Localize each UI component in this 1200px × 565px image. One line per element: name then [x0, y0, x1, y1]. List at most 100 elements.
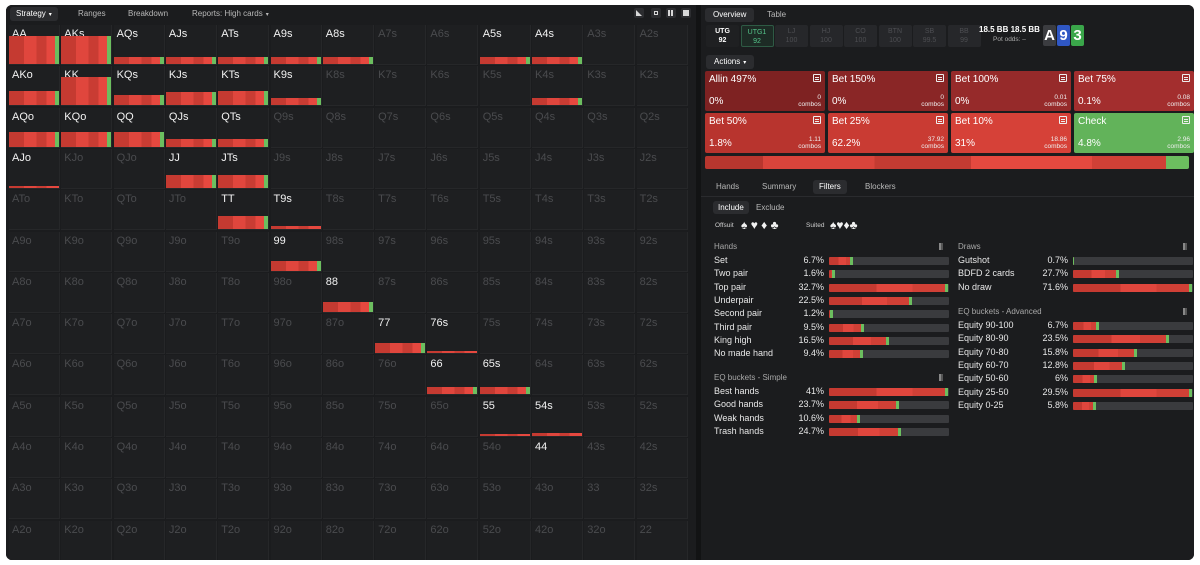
hand-cell[interactable]: Q4o	[113, 438, 165, 478]
filter-row[interactable]: Best hands 41%	[714, 386, 954, 399]
view-diagonal-icon[interactable]	[634, 8, 644, 18]
details-icon[interactable]	[936, 74, 944, 82]
hand-cell[interactable]: A8o	[9, 272, 60, 313]
hand-cell[interactable]: 42o	[532, 520, 583, 560]
filter-row[interactable]: Two pair 1.6%	[714, 268, 954, 281]
hand-cell[interactable]: QQ	[113, 107, 165, 148]
position-lj[interactable]: LJ 100	[775, 25, 808, 47]
hand-cell[interactable]: 82o	[322, 520, 374, 560]
details-icon[interactable]	[1182, 74, 1190, 82]
action-card[interactable]: Allin 497% 0% 0 combos	[705, 71, 825, 111]
hand-cell[interactable]: 88	[322, 272, 374, 313]
hand-cell[interactable]: 92o	[270, 520, 322, 560]
hand-cell[interactable]: K8o	[61, 272, 113, 313]
hand-cell[interactable]: J7s	[375, 148, 427, 189]
hand-cell[interactable]: QJs	[165, 107, 217, 148]
hand-cell[interactable]: K5o	[61, 396, 113, 437]
hand-cell[interactable]: A5s	[479, 25, 531, 65]
hand-cell[interactable]: J3o	[165, 479, 217, 520]
details-icon[interactable]	[1059, 74, 1067, 82]
hand-cell[interactable]: K9s	[270, 66, 322, 107]
hand-cell[interactable]: 97o	[270, 314, 322, 355]
hand-cell[interactable]: J3s	[584, 148, 636, 189]
hand-cell[interactable]: 72s	[636, 314, 688, 355]
filter-row[interactable]: Weak hands 10.6%	[714, 413, 954, 426]
hand-cell[interactable]: 87o	[322, 314, 374, 355]
hand-cell[interactable]: 95s	[479, 231, 531, 272]
tab-summary[interactable]: Summary	[762, 182, 797, 191]
hand-cell[interactable]: J9o	[165, 231, 217, 272]
hand-cell[interactable]: 55	[479, 396, 531, 437]
hand-cell[interactable]: Q9o	[113, 231, 165, 272]
details-icon[interactable]	[813, 74, 821, 82]
hand-cell[interactable]: 44	[532, 438, 583, 478]
hand-cell[interactable]: QJo	[113, 148, 165, 189]
hand-cell[interactable]: 62o	[427, 520, 479, 560]
hand-cell[interactable]: 54o	[479, 438, 531, 478]
hand-cell[interactable]: K7o	[61, 314, 113, 355]
hand-cell[interactable]: A9s	[270, 25, 322, 65]
hand-cell[interactable]: 96o	[270, 355, 322, 396]
hand-cell[interactable]: A6o	[9, 355, 60, 396]
filter-row[interactable]: King high 16.5%	[714, 335, 954, 348]
hand-cell[interactable]: A7s	[375, 25, 427, 65]
hand-cell[interactable]: T7o	[218, 314, 270, 355]
filter-row[interactable]: Good hands 23.7%	[714, 399, 954, 412]
hand-cell[interactable]: KTo	[61, 190, 113, 231]
hand-cell[interactable]: A2o	[9, 520, 60, 560]
hand-cell[interactable]: AKo	[9, 66, 60, 107]
hand-cell[interactable]: Q8s	[322, 107, 374, 148]
position-sb[interactable]: SB 99.5	[913, 25, 946, 47]
hand-cell[interactable]: AJo	[9, 148, 60, 189]
hand-cell[interactable]: 75s	[479, 314, 531, 355]
filter-row[interactable]: Equity 50-60 6%	[958, 373, 1194, 386]
tab-blockers[interactable]: Blockers	[865, 182, 896, 191]
hand-cell[interactable]: J7o	[165, 314, 217, 355]
hand-cell[interactable]: K9o	[61, 231, 113, 272]
hand-cell[interactable]: 64s	[532, 355, 583, 396]
hand-cell[interactable]: 77	[375, 314, 427, 355]
hand-cell[interactable]: K3s	[584, 66, 636, 107]
actions-dropdown[interactable]: Actions ▾	[706, 55, 755, 69]
hand-cell[interactable]: 94o	[270, 438, 322, 478]
hand-cell[interactable]: 73s	[584, 314, 636, 355]
hand-cell[interactable]: J6o	[165, 355, 217, 396]
hand-cell[interactable]: 85o	[322, 396, 374, 437]
hand-cell[interactable]: Q8o	[113, 272, 165, 313]
hand-cell[interactable]: Q4s	[532, 107, 583, 148]
filter-row[interactable]: Equity 25-50 29.5%	[958, 387, 1194, 400]
position-hj[interactable]: HJ 100	[809, 25, 843, 47]
hand-cell[interactable]: 43o	[532, 479, 583, 520]
hand-cell[interactable]: 33	[584, 479, 636, 520]
hand-cell[interactable]: 93s	[584, 231, 636, 272]
hand-cell[interactable]: Q6s	[427, 107, 479, 148]
hand-cell[interactable]: Q7s	[375, 107, 427, 148]
hand-cell[interactable]: 95o	[270, 396, 322, 437]
hand-cell[interactable]: A6s	[427, 25, 479, 65]
hand-cell[interactable]: 42s	[636, 438, 688, 478]
hand-cell[interactable]: Q5o	[113, 396, 165, 437]
action-card[interactable]: Bet 150% 0% 0 combos	[828, 71, 948, 111]
hand-cell[interactable]: K4o	[61, 438, 113, 478]
filter-row[interactable]: Equity 60-70 12.8%	[958, 360, 1194, 373]
hand-cell[interactable]: 85s	[479, 272, 531, 313]
hand-cell[interactable]: J4o	[165, 438, 217, 478]
hand-cell[interactable]: 84o	[322, 438, 374, 478]
details-icon[interactable]	[813, 116, 821, 124]
hand-cell[interactable]: Q5s	[479, 107, 531, 148]
position-co[interactable]: CO 100	[844, 25, 877, 47]
hand-cell[interactable]: 97s	[375, 231, 427, 272]
hand-cell[interactable]: A7o	[9, 314, 60, 355]
hand-cell[interactable]: 52o	[479, 520, 531, 560]
hand-cell[interactable]: JJ	[165, 148, 217, 189]
hand-cell[interactable]: K6o	[61, 355, 113, 396]
hand-cell[interactable]: Q3s	[584, 107, 636, 148]
view-grid-icon[interactable]	[651, 8, 661, 18]
hand-cell[interactable]: ATs	[218, 25, 270, 65]
hand-cell[interactable]: J5o	[165, 396, 217, 437]
hand-cell[interactable]: 75o	[375, 396, 427, 437]
hand-cell[interactable]: 22	[636, 520, 688, 560]
hand-cell[interactable]: 53s	[584, 396, 636, 437]
hand-cell[interactable]: T3o	[218, 479, 270, 520]
hand-cell[interactable]: A4s	[532, 25, 583, 65]
